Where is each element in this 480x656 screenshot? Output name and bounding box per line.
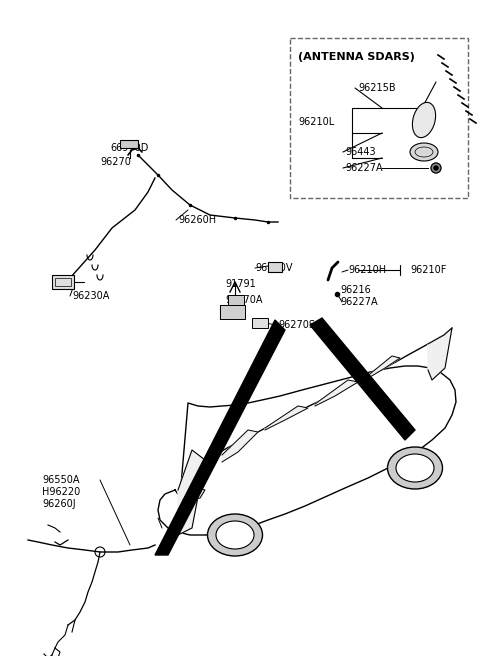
Polygon shape (178, 450, 205, 535)
Bar (268, 262, 282, 272)
Text: 96227A: 96227A (345, 163, 383, 173)
Text: H96220: H96220 (42, 487, 80, 497)
Polygon shape (222, 430, 258, 462)
Text: 96227A: 96227A (340, 297, 378, 307)
Ellipse shape (396, 454, 434, 482)
Text: 96220V: 96220V (255, 263, 292, 273)
Polygon shape (155, 320, 285, 555)
Text: 96210H: 96210H (348, 265, 386, 275)
Polygon shape (310, 318, 415, 440)
Text: 66970D: 66970D (110, 143, 148, 153)
Polygon shape (192, 488, 205, 500)
Text: 96230A: 96230A (72, 291, 109, 301)
Bar (52, 275, 74, 289)
Text: 91791: 91791 (225, 279, 256, 289)
Polygon shape (428, 328, 452, 380)
Text: 96210F: 96210F (410, 265, 446, 275)
Text: 96550A: 96550A (42, 475, 80, 485)
Ellipse shape (412, 102, 436, 138)
Text: 96270A: 96270A (225, 295, 263, 305)
Circle shape (431, 163, 441, 173)
Ellipse shape (410, 143, 438, 161)
Bar (220, 305, 245, 319)
Text: 96216: 96216 (340, 285, 371, 295)
Bar (228, 295, 244, 305)
Bar (120, 140, 138, 148)
Bar (55, 278, 71, 286)
Text: 96210L: 96210L (298, 117, 334, 127)
Ellipse shape (387, 447, 443, 489)
Circle shape (434, 166, 438, 170)
Text: 96260J: 96260J (42, 499, 76, 509)
Text: 96270: 96270 (100, 157, 131, 167)
Polygon shape (158, 366, 456, 535)
Ellipse shape (207, 514, 263, 556)
Text: (ANTENNA SDARS): (ANTENNA SDARS) (298, 52, 415, 62)
Text: 96215B: 96215B (358, 83, 396, 93)
Bar (252, 318, 268, 328)
Polygon shape (365, 356, 400, 380)
Polygon shape (265, 406, 308, 430)
Ellipse shape (216, 521, 254, 549)
Bar (290, 38, 468, 198)
Polygon shape (315, 380, 358, 406)
Text: 96260H: 96260H (178, 215, 216, 225)
Text: 96443: 96443 (345, 147, 376, 157)
Text: 96270S: 96270S (278, 320, 315, 330)
